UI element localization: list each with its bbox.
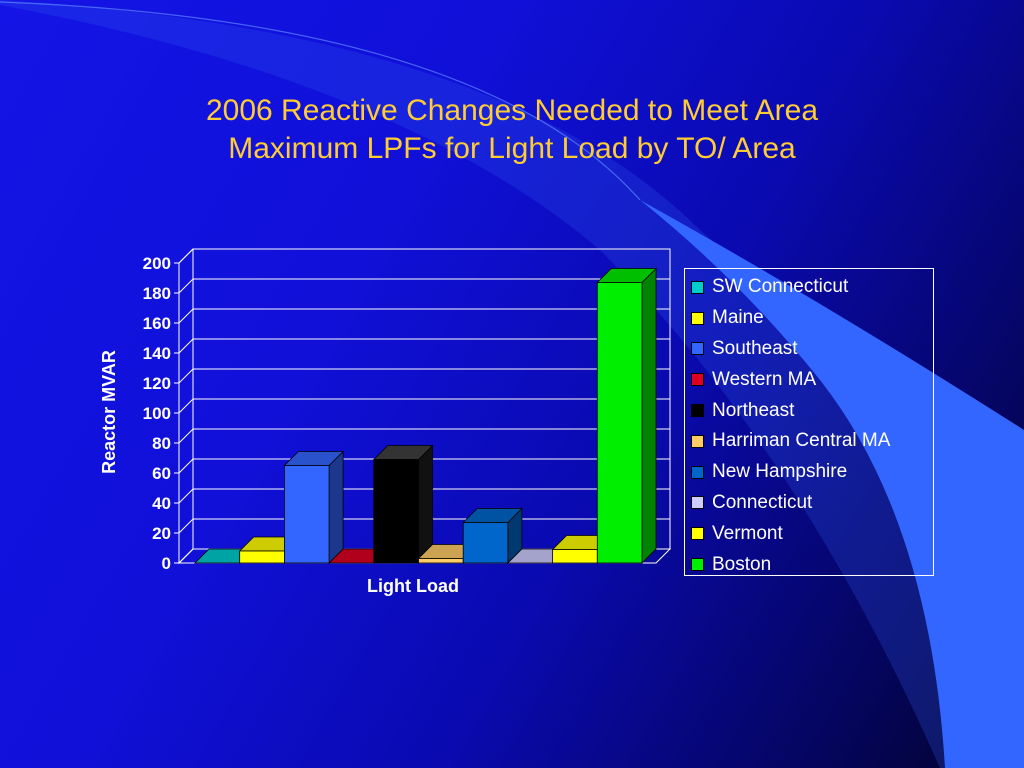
legend-item: Harriman Central MA	[691, 426, 933, 457]
legend-label: Western MA	[712, 368, 817, 390]
slide-title: 2006 Reactive Changes Needed to Meet Are…	[60, 92, 964, 168]
y-tick-label: 180	[143, 284, 171, 303]
legend-swatch	[691, 280, 704, 294]
chart-bars	[194, 267, 657, 564]
legend-swatch	[691, 404, 704, 418]
y-tick-label: 100	[143, 404, 171, 423]
x-axis-label: Light Load	[367, 576, 459, 596]
y-axis-ticks: 0 20 40 60 80 100 120 140 160 180 200	[143, 254, 179, 573]
legend-label: SW Connecticut	[712, 276, 849, 298]
y-tick-label: 60	[152, 464, 171, 483]
gridline	[178, 338, 670, 354]
chart-legend: SW Connecticut Maine Southeast Western MA No…	[684, 268, 934, 576]
legend-swatch	[691, 465, 704, 479]
gridline	[178, 308, 670, 324]
gridline	[178, 278, 670, 294]
bar-boston	[596, 267, 657, 564]
legend-label: Boston	[712, 553, 772, 575]
title-line-2: Maximum LPFs for Light Load by TO/ Area	[228, 132, 796, 165]
bar-southeast	[283, 450, 345, 564]
gridline	[178, 488, 670, 504]
legend-label: Connecticut	[712, 491, 813, 513]
bar-new-hampshire	[462, 507, 523, 564]
legend-swatch	[691, 342, 704, 356]
legend-swatch	[691, 527, 704, 541]
legend-label: Southeast	[712, 337, 798, 359]
legend-label: Vermont	[712, 522, 783, 544]
y-tick-label: 160	[143, 314, 171, 333]
legend-item: New Hampshire	[691, 457, 933, 488]
legend-swatch	[691, 558, 704, 572]
legend-swatch	[691, 373, 704, 387]
legend-item: SW Connecticut	[691, 272, 933, 303]
legend-item: Northeast	[691, 395, 933, 426]
legend-label: Harriman Central MA	[712, 430, 891, 452]
gridline	[178, 398, 670, 414]
y-tick-label: 80	[152, 434, 171, 453]
legend-item: Boston	[691, 549, 933, 580]
legend-swatch	[691, 311, 704, 325]
y-tick-label: 40	[152, 494, 171, 513]
gridline	[178, 368, 670, 384]
legend-label: Maine	[712, 307, 764, 329]
legend-swatch	[691, 434, 704, 448]
y-tick-label: 20	[152, 524, 171, 543]
y-tick-label: 200	[143, 254, 171, 273]
gridline	[178, 248, 670, 264]
legend-label: New Hampshire	[712, 461, 848, 483]
y-tick-label: 140	[143, 344, 171, 363]
legend-item: Southeast	[691, 334, 933, 365]
gridline	[178, 428, 670, 444]
legend-item: Maine	[691, 303, 933, 334]
gridline	[178, 458, 670, 474]
title-line-1: 2006 Reactive Changes Needed to Meet Are…	[205, 94, 819, 127]
y-tick-label: 0	[162, 554, 171, 573]
legend-item: Western MA	[691, 364, 933, 395]
bar-northeast	[372, 444, 434, 564]
legend-item: Connecticut	[691, 488, 933, 519]
legend-label: Northeast	[712, 399, 795, 421]
legend-item: Vermont	[691, 518, 933, 549]
y-axis-label: Reactor MVAR	[99, 350, 119, 474]
y-tick-label: 120	[143, 374, 171, 393]
legend-swatch	[691, 496, 704, 510]
